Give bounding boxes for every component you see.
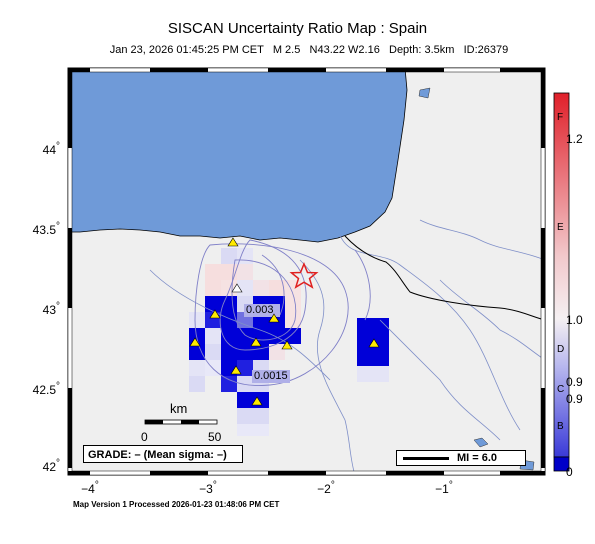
colorbar-label: 1.0 bbox=[566, 313, 583, 327]
x-tick-label: −2° bbox=[317, 480, 335, 496]
colorbar-zero-swatch bbox=[553, 456, 570, 472]
y-tick-label: 44° bbox=[42, 141, 60, 157]
contour-label: 0.0015 bbox=[254, 370, 288, 382]
station-inactive bbox=[231, 283, 243, 293]
grade-label: GRADE: – (Mean sigma: –) bbox=[83, 445, 243, 463]
colorbar-letter: E bbox=[557, 222, 564, 233]
x-tick-label: −3° bbox=[199, 480, 217, 496]
country-border bbox=[344, 235, 546, 321]
y-tick-label: 42° bbox=[42, 458, 60, 474]
processing-footer: Map Version 1 Processed 2026-01-23 01:48… bbox=[73, 500, 280, 509]
x-tick-label: −4° bbox=[81, 480, 99, 496]
contour-label-bg bbox=[252, 370, 290, 383]
map-title: SISCAN Uncertainty Ratio Map : Spain bbox=[167, 20, 428, 37]
x-tick-label: −1° bbox=[435, 480, 453, 496]
scale-bar-fifty: 50 bbox=[208, 430, 222, 444]
sea-area bbox=[67, 67, 408, 243]
stations bbox=[189, 237, 380, 406]
mi-legend: MI = 6.0 bbox=[396, 450, 526, 466]
colorbar-letter: C bbox=[557, 384, 565, 395]
y-tick-label: 43.5° bbox=[32, 221, 60, 237]
colorbar-label: 0.9 bbox=[566, 392, 583, 406]
rivers bbox=[149, 219, 546, 476]
scale-bar bbox=[144, 419, 218, 425]
scale-bar-unit: km bbox=[170, 401, 188, 416]
colorbar-label: 1.2 bbox=[566, 132, 583, 146]
colorbar-letter: D bbox=[557, 344, 565, 355]
mi-label: MI = 6.0 bbox=[457, 452, 498, 464]
mi-line-sample bbox=[403, 457, 449, 460]
colorbar-label: 0 bbox=[566, 465, 573, 479]
contour-label-bg bbox=[244, 304, 280, 317]
scale-bar-zero: 0 bbox=[141, 430, 148, 444]
y-tick-label: 43° bbox=[42, 301, 60, 317]
colorbar-letter: B bbox=[557, 421, 564, 432]
colorbar-label: 0.9 bbox=[566, 375, 583, 389]
lake-shape bbox=[473, 437, 489, 448]
colorbar-letter: F bbox=[557, 112, 564, 123]
event-info: Jan 23, 2026 01:45:25 PM CET M 2.5 N43.2… bbox=[109, 44, 509, 56]
y-tick-label: 42.5° bbox=[32, 381, 60, 397]
contour-label: 0.003 bbox=[246, 304, 274, 316]
lake-shape bbox=[418, 87, 431, 99]
map-frame bbox=[67, 67, 546, 476]
epicenter-star bbox=[289, 262, 319, 289]
